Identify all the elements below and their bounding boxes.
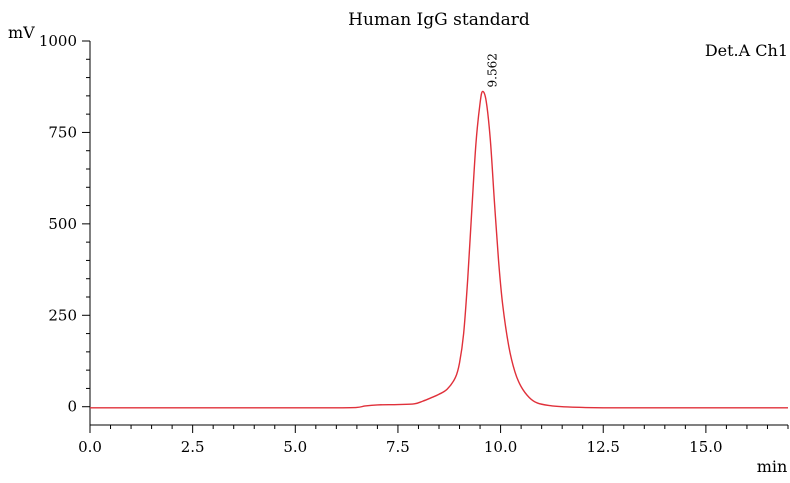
y-tick-label: 250 bbox=[48, 306, 77, 324]
detector-channel-label: Det.A Ch1 bbox=[705, 41, 788, 60]
x-tick-label: 7.5 bbox=[386, 438, 410, 456]
annotations: 9.562 bbox=[486, 53, 500, 87]
plot-area bbox=[89, 90, 788, 409]
y-axis-unit: mV bbox=[8, 23, 35, 42]
y-tick-label: 750 bbox=[48, 123, 77, 141]
x-tick-label: 15.0 bbox=[689, 438, 722, 456]
chromatogram-series-line bbox=[89, 90, 788, 409]
x-tick-label: 5.0 bbox=[283, 438, 307, 456]
y-tick-label: 500 bbox=[48, 215, 77, 233]
x-tick-label: 10.0 bbox=[484, 438, 517, 456]
x-tick-label: 2.5 bbox=[181, 438, 205, 456]
x-tick-label: 12.5 bbox=[587, 438, 620, 456]
axes bbox=[89, 41, 788, 426]
y-axis-ticks: 0 250 500 750 1000 bbox=[39, 32, 90, 416]
x-axis-ticks: 0.0 2.5 5.0 7.5 10.0 12.5 15.0 bbox=[78, 425, 789, 456]
x-axis-unit: min bbox=[757, 457, 788, 476]
x-tick-label: 0.0 bbox=[78, 438, 102, 456]
chart-title: Human IgG standard bbox=[348, 10, 530, 30]
y-tick-label: 1000 bbox=[39, 32, 77, 50]
y-tick-label: 0 bbox=[67, 398, 77, 416]
peak-retention-time-label: 9.562 bbox=[486, 53, 500, 87]
